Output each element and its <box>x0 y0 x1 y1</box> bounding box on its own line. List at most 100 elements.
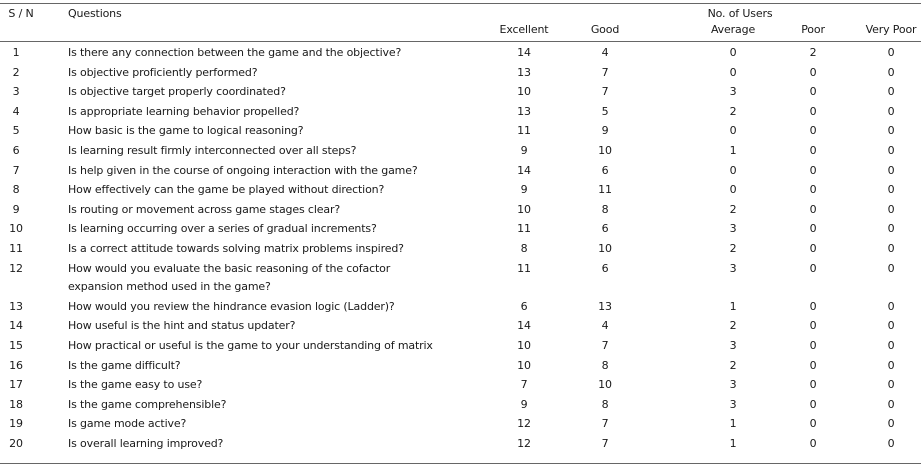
row-question: How would you review the hindrance evasi… <box>68 300 395 313</box>
row-question: How effectively can the game be played w… <box>68 183 385 196</box>
row-poor: 0 <box>809 359 817 372</box>
table-row: 12 11 6 3 0 0 How would you evaluate the basic… <box>0 0 921 293</box>
row-question: How would you evaluate the basic reasoni… <box>68 262 391 275</box>
row-good: 10 <box>598 242 612 255</box>
row-poor: 0 <box>809 66 817 79</box>
header-very-poor: Very Poor <box>865 23 917 36</box>
table-row: 18 9 8 3 0 0 Is the game comprehensible? <box>0 0 921 411</box>
table-row: 19 12 7 1 0 0 Is game mode active? <box>0 0 921 430</box>
table-top-rule <box>0 3 921 4</box>
row-good: 7 <box>601 417 609 430</box>
row-excellent: 14 <box>517 164 531 177</box>
row-average: 2 <box>729 203 737 216</box>
row-poor: 0 <box>809 203 817 216</box>
row-sn: 4 <box>12 105 20 118</box>
table-row: 8 9 11 0 0 0 How effectively can the game be p… <box>0 0 921 196</box>
row-sn: 7 <box>12 164 20 177</box>
row-very-poor: 0 <box>887 378 895 391</box>
table-row: 17 7 10 3 0 0 Is the game easy to use? <box>0 0 921 391</box>
row-average: 2 <box>729 319 737 332</box>
table-row: 4 13 5 2 0 0 Is appropriate learning behavior … <box>0 0 921 118</box>
row-question: Is overall learning improved? <box>68 437 224 450</box>
row-very-poor: 0 <box>887 437 895 450</box>
row-question: Is the game easy to use? <box>68 378 203 391</box>
row-average: 3 <box>729 262 737 275</box>
row-poor: 0 <box>809 339 817 352</box>
row-question: Is learning result firmly interconnected… <box>68 144 357 157</box>
row-good: 7 <box>601 437 609 450</box>
row-excellent: 13 <box>517 66 531 79</box>
row-question-continued: expansion method used in the game? <box>68 280 271 293</box>
row-very-poor: 0 <box>887 164 895 177</box>
row-very-poor: 0 <box>887 222 895 235</box>
row-poor: 0 <box>809 242 817 255</box>
row-excellent: 10 <box>517 85 531 98</box>
row-excellent: 11 <box>517 262 531 275</box>
row-good: 7 <box>601 85 609 98</box>
row-poor: 2 <box>809 46 817 59</box>
row-poor: 0 <box>809 437 817 450</box>
row-very-poor: 0 <box>887 398 895 411</box>
row-question: Is help given in the course of ongoing i… <box>68 164 418 177</box>
row-question: How basic is the game to logical reasoni… <box>68 124 304 137</box>
row-very-poor: 0 <box>887 203 895 216</box>
row-poor: 0 <box>809 398 817 411</box>
row-sn: 12 <box>9 262 23 275</box>
row-very-poor: 0 <box>887 300 895 313</box>
row-average: 1 <box>729 144 737 157</box>
row-question: Is the game comprehensible? <box>68 398 227 411</box>
row-average: 2 <box>729 242 737 255</box>
row-excellent: 6 <box>520 300 528 313</box>
row-very-poor: 0 <box>887 66 895 79</box>
row-excellent: 11 <box>517 222 531 235</box>
row-question: Is game mode active? <box>68 417 187 430</box>
row-excellent: 12 <box>517 437 531 450</box>
row-sn: 2 <box>12 66 20 79</box>
row-sn: 17 <box>9 378 23 391</box>
table-row: 9 10 8 2 0 0 Is routing or movement across gam… <box>0 0 921 216</box>
row-poor: 0 <box>809 300 817 313</box>
header-questions: Questions <box>68 7 122 20</box>
row-excellent: 11 <box>517 124 531 137</box>
row-sn: 13 <box>9 300 23 313</box>
row-good: 5 <box>601 105 609 118</box>
row-very-poor: 0 <box>887 46 895 59</box>
row-average: 1 <box>729 417 737 430</box>
row-question: Is objective target properly coordinated… <box>68 85 286 98</box>
row-question: Is objective proficiently performed? <box>68 66 258 79</box>
row-very-poor: 0 <box>887 417 895 430</box>
row-poor: 0 <box>809 144 817 157</box>
row-very-poor: 0 <box>887 144 895 157</box>
row-average: 2 <box>729 105 737 118</box>
row-poor: 0 <box>809 164 817 177</box>
row-good: 6 <box>601 164 609 177</box>
table-row: 16 10 8 2 0 0 Is the game difficult? <box>0 0 921 372</box>
row-good: 10 <box>598 144 612 157</box>
header-average: Average <box>710 23 756 36</box>
row-average: 0 <box>729 124 737 137</box>
row-excellent: 14 <box>517 46 531 59</box>
row-poor: 0 <box>809 378 817 391</box>
table-row: 5 11 9 0 0 0 How basic is the game to logical … <box>0 0 921 137</box>
row-average: 1 <box>729 437 737 450</box>
row-poor: 0 <box>809 222 817 235</box>
row-sn: 10 <box>9 222 23 235</box>
row-poor: 0 <box>809 85 817 98</box>
row-poor: 0 <box>809 319 817 332</box>
row-good: 11 <box>598 183 612 196</box>
row-poor: 0 <box>809 262 817 275</box>
table-row: 3 10 7 3 0 0 Is objective target properly coor… <box>0 0 921 98</box>
header-no-of-users: No. of Users <box>707 7 773 20</box>
row-sn: 8 <box>12 183 20 196</box>
table-row: 7 14 6 0 0 0 Is help given in the course of on… <box>0 0 921 177</box>
row-good: 8 <box>601 203 609 216</box>
row-excellent: 10 <box>517 203 531 216</box>
row-sn: 3 <box>12 85 20 98</box>
row-question: Is learning occurring over a series of g… <box>68 222 377 235</box>
row-sn: 14 <box>9 319 23 332</box>
row-question: How useful is the hint and status update… <box>68 319 296 332</box>
table-row: 1 14 4 0 2 0 Is there any connection between t… <box>0 0 921 59</box>
row-average: 3 <box>729 398 737 411</box>
row-sn: 6 <box>12 144 20 157</box>
row-question: Is routing or movement across game stage… <box>68 203 341 216</box>
